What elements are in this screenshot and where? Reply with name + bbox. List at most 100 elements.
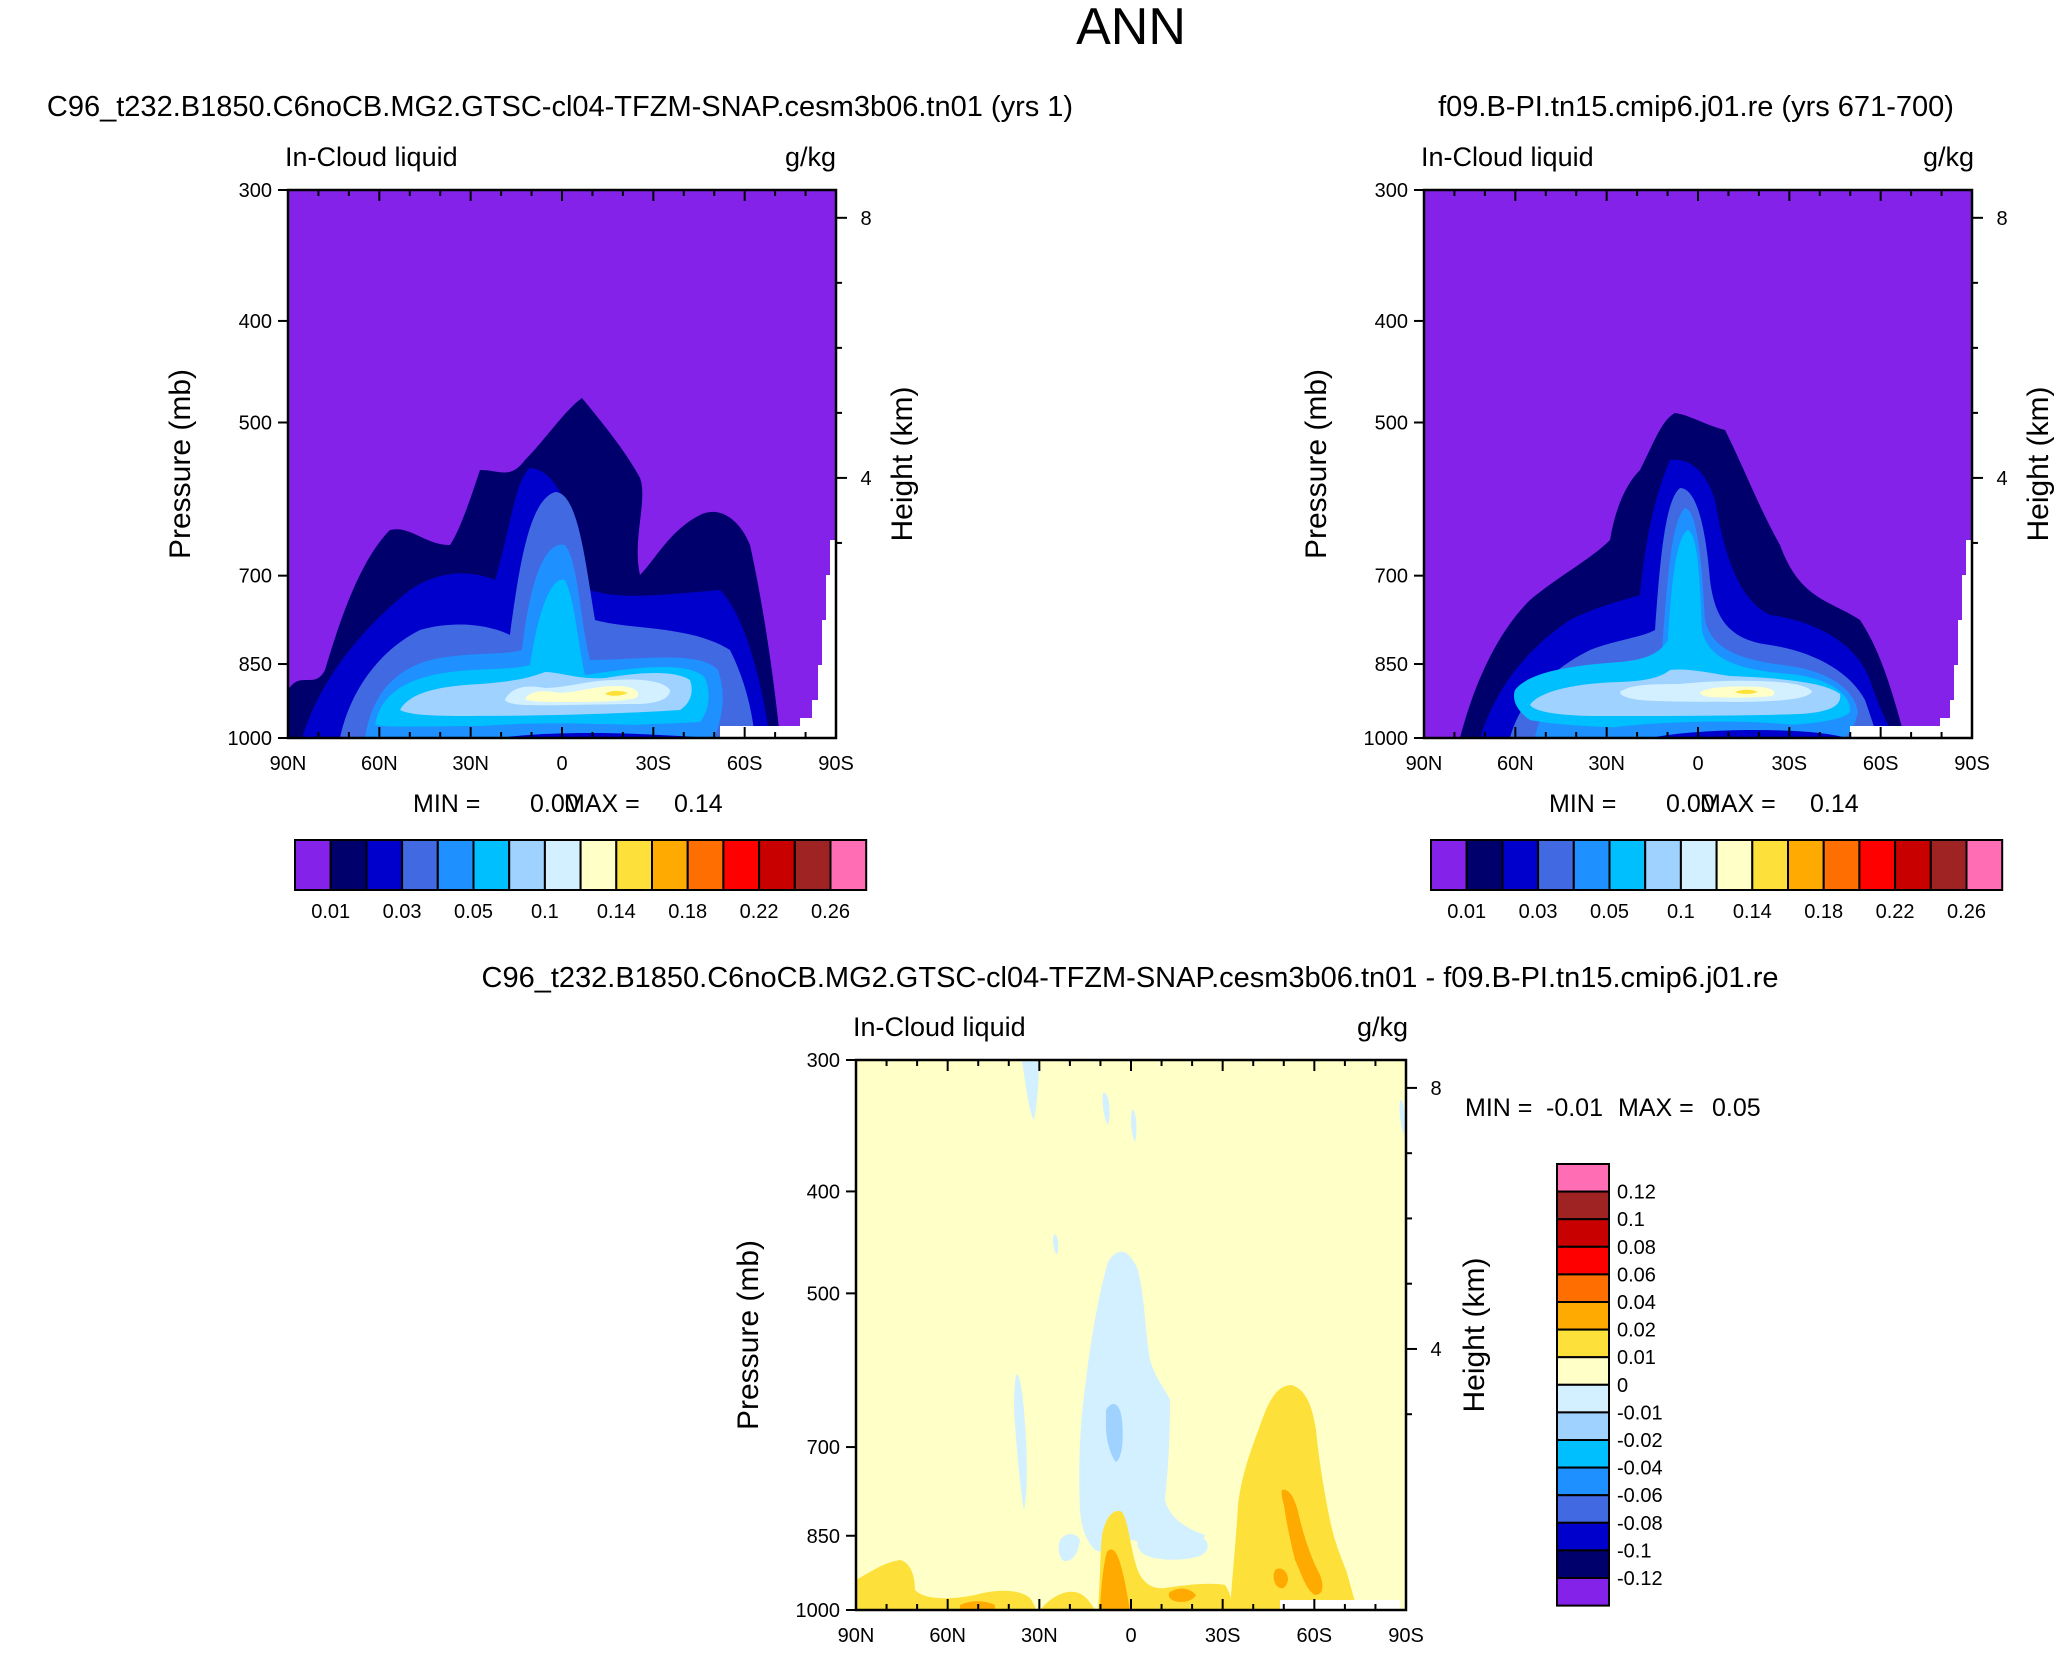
contour-negative-upper-band <box>1022 1060 1039 1120</box>
colorbar-box <box>1556 1218 1610 1248</box>
contour-positive-lower-band <box>1040 1591 1095 1610</box>
colorbar-box <box>365 839 404 891</box>
colorbar-box <box>722 839 761 891</box>
panel-title: C96_t232.B1850.C6noCB.MG2.GTSC-cl04-TFZM… <box>482 962 1779 994</box>
colorbar-label: -0.04 <box>1617 1458 1663 1480</box>
colorbar-label: 0.26 <box>1947 901 1986 923</box>
colorbar-box <box>793 839 832 891</box>
panel-test: C96_t232.B1850.C6noCB.MG2.GTSC-cl04-TFZM… <box>47 91 1073 818</box>
colorbar-label: 0.08 <box>1617 1237 1656 1259</box>
colorbar-box <box>1556 1411 1610 1442</box>
x-tick-label: 60S <box>1863 753 1899 775</box>
colorbar-label: -0.02 <box>1617 1430 1663 1452</box>
max-label: MAX = <box>564 790 640 818</box>
x-tick-label: 30N <box>452 753 489 775</box>
contour-negative-upper-spot <box>1131 1109 1137 1142</box>
contour-negative-lower-left <box>1058 1534 1080 1562</box>
x-tick-label: 30S <box>1205 1625 1241 1647</box>
axes-frame: 90N 60N 30N 0 30S 60S 90S 300 400 500 700 850 1000 8 4 <box>1364 180 2008 775</box>
colorbar-box <box>1787 839 1825 891</box>
colorbar-label: 0.1 <box>531 901 559 923</box>
y-tick-label: 1000 <box>228 728 273 750</box>
colorbar-box <box>436 839 475 891</box>
panel-title: f09.B-PI.tn15.cmip6.j01.re (yrs 671-700) <box>1438 91 1954 123</box>
colorbar-box <box>1965 839 2004 891</box>
contour-negative-upper-spot <box>1053 1234 1059 1255</box>
contour-positive-right-core <box>1281 1489 1323 1595</box>
axes-frame: 90N 60N 30N 0 30S 60S 90S 300 400 500 700 850 1000 8 4 <box>228 180 872 775</box>
colorbar-box <box>1822 839 1861 891</box>
x-tick-label: 90N <box>1406 753 1443 775</box>
colorbar-box <box>294 839 332 891</box>
missing-data-region <box>1850 540 1972 738</box>
contour-negative-main <box>1079 1251 1205 1557</box>
colorbar-box <box>508 839 546 891</box>
missing-data-region <box>720 540 836 738</box>
colorbar-box <box>1556 1190 1610 1221</box>
variable-label: In-Cloud liquid <box>853 1012 1026 1042</box>
colorbar-label: 0.01 <box>1447 901 1486 923</box>
y2-axis-label: Height (km) <box>886 386 919 541</box>
colorbar-box <box>1465 839 1504 891</box>
colorbar-box <box>472 839 511 891</box>
x-tick-label: 60N <box>1497 753 1534 775</box>
colorbar-label: 0.12 <box>1617 1182 1656 1204</box>
colorbar-label: 0.06 <box>1617 1264 1656 1286</box>
missing-data-region <box>1280 1600 1400 1610</box>
colorbar-box <box>1679 839 1718 891</box>
y-tick-label: 850 <box>239 654 272 676</box>
contour-negative-core <box>1106 1404 1123 1462</box>
y2-tick-label: 8 <box>1430 1078 1441 1100</box>
colorbar-box <box>1556 1245 1610 1276</box>
min-value: 0.00 <box>1666 790 1715 818</box>
y-tick-label: 1000 <box>1364 728 1409 750</box>
min-label: MIN = <box>413 790 480 818</box>
max-value: 0.14 <box>1810 790 1859 818</box>
colorbar-label: 0.1 <box>1667 901 1695 923</box>
colorbar-label: 0.18 <box>668 901 707 923</box>
y-tick-label: 700 <box>1375 566 1408 588</box>
colorbar-label: 0 <box>1617 1375 1628 1397</box>
colorbar-label: 0.04 <box>1617 1292 1656 1314</box>
x-tick-label: 90N <box>270 753 307 775</box>
colorbar-box <box>1929 839 1968 891</box>
x-tick-label: 60S <box>727 753 763 775</box>
colorbar-label: 0.22 <box>1876 901 1915 923</box>
colorbar-box <box>1644 839 1682 891</box>
colorbar-label: 0.14 <box>597 901 636 923</box>
colorbar-box <box>1556 1328 1610 1359</box>
y-axis-label: Pressure (mb) <box>1300 369 1333 559</box>
colorbar-box <box>1556 1383 1610 1414</box>
max-label: MAX = <box>1618 1094 1694 1122</box>
colorbar-box <box>686 839 725 891</box>
units-label: g/kg <box>785 142 836 172</box>
y-tick-label: 500 <box>1375 413 1408 435</box>
colorbar-label: 0.14 <box>1733 901 1772 923</box>
colorbar-label: 0.02 <box>1617 1320 1656 1342</box>
colorbar-box <box>1556 1494 1610 1524</box>
min-label: MIN = <box>1465 1094 1532 1122</box>
colorbar-box <box>1556 1466 1610 1497</box>
colorbars: 0.01 0.03 0.05 0.1 0.14 0.18 0.22 0.26 0.01 0.03 0… <box>294 839 2004 1607</box>
colorbar-label: -0.12 <box>1617 1568 1663 1590</box>
colorbar-box <box>615 839 653 891</box>
colorbar-box <box>579 839 618 891</box>
y-tick-label: 400 <box>239 311 272 333</box>
colorbar-label: 0.01 <box>311 901 350 923</box>
colorbar-label: 0.03 <box>383 901 422 923</box>
colorbar-label: 0.18 <box>1804 901 1843 923</box>
y2-axis-label: Height (km) <box>2022 386 2055 541</box>
units-label: g/kg <box>1357 1012 1408 1042</box>
y2-tick-label: 4 <box>1996 468 2007 490</box>
contour-negative-left-streak <box>1014 1374 1027 1510</box>
contour-positive-left-edge <box>856 1560 1036 1610</box>
colorbar-label: -0.06 <box>1617 1485 1663 1507</box>
x-tick-label: 30N <box>1588 753 1625 775</box>
variable-label: In-Cloud liquid <box>1421 142 1594 172</box>
y2-tick-label: 8 <box>1996 208 2007 230</box>
colorbar-box <box>1556 1521 1610 1552</box>
panel-title: C96_t232.B1850.C6noCB.MG2.GTSC-cl04-TFZM… <box>47 91 1073 123</box>
x-tick-label: 0 <box>1125 1625 1136 1647</box>
y-tick-label: 700 <box>239 566 272 588</box>
